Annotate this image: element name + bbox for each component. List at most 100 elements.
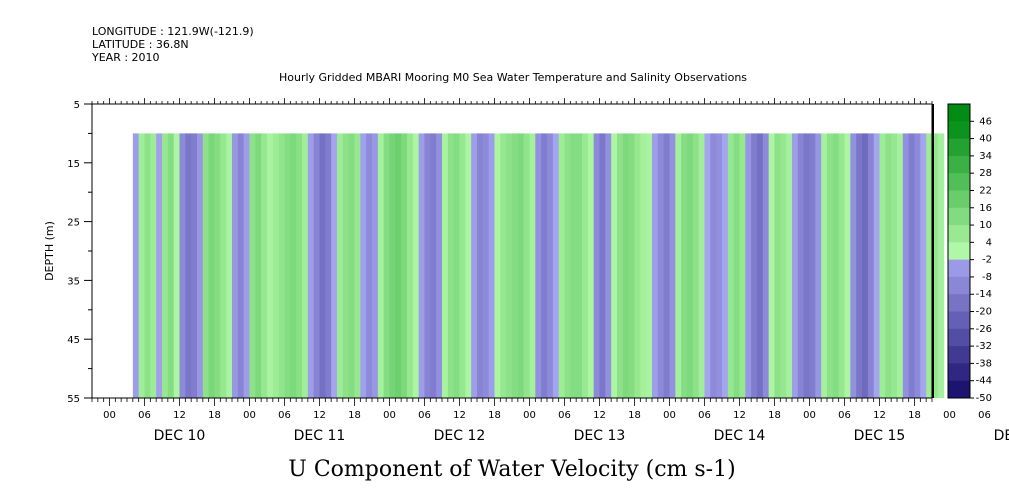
heatmap-cell <box>681 133 688 398</box>
y-tick-label: 35 <box>67 276 80 287</box>
heatmap-cell <box>675 133 682 398</box>
heatmap-cell <box>191 133 198 398</box>
heatmap-cell <box>885 133 892 398</box>
heatmap-cell <box>249 133 256 398</box>
colorbar-label: -32 <box>976 341 992 352</box>
colorbar-swatch <box>948 346 970 364</box>
heatmap-cell <box>920 133 927 398</box>
heatmap-cell <box>727 133 735 398</box>
x-tick-label: 12 <box>873 410 886 421</box>
heatmap-cell <box>570 133 577 398</box>
heatmap-cell <box>809 133 816 398</box>
heatmap-cells <box>132 133 945 398</box>
chart-title: Hourly Gridded MBARI Mooring M0 Sea Wate… <box>279 71 747 84</box>
x-tick-label: 12 <box>453 410 466 421</box>
colorbar-label: -2 <box>982 255 992 266</box>
heatmap-cell <box>360 133 367 398</box>
heatmap-cell <box>284 133 291 398</box>
heatmap-cell <box>669 133 676 398</box>
colorbar-swatch <box>948 380 970 399</box>
x-tick-label: 06 <box>558 410 571 421</box>
heatmap-cell <box>500 133 507 398</box>
heatmap-cell <box>482 133 490 398</box>
heatmap-cell <box>331 133 338 398</box>
heatmap-cell <box>377 133 385 398</box>
heatmap-cell <box>757 133 764 398</box>
x-day-label: DEC 15 <box>854 428 906 444</box>
heatmap-cell <box>523 133 531 398</box>
x-day-label: DEC 10 <box>154 428 206 444</box>
heatmap-cell <box>803 133 811 398</box>
heatmap-cell <box>745 133 752 398</box>
x-tick-label: 18 <box>768 410 781 421</box>
heatmap-cell <box>337 133 344 398</box>
heatmap-cell <box>879 133 886 398</box>
heatmap-cell <box>856 133 863 398</box>
heatmap-cell <box>704 133 711 398</box>
heatmap-cell <box>827 133 834 398</box>
heatmap-cell <box>576 133 583 398</box>
heatmap-cell <box>424 133 431 398</box>
x-tick-label: 18 <box>348 410 361 421</box>
colorbar: 46 40 34 28 22 16 10 4 -2 -8 -14 -20 -26 -32 -38 -44 -50 <box>947 103 992 404</box>
x-axis-label: U Component of Water Velocity (cm s-1) <box>288 457 735 482</box>
colorbar-label: -8 <box>982 272 992 283</box>
heatmap-cell <box>582 133 589 398</box>
colorbar-swatch <box>948 328 970 347</box>
heatmap-cell <box>692 133 700 398</box>
heatmap-cell <box>494 133 501 398</box>
heatmap-cell <box>716 133 723 398</box>
x-tick-label: 18 <box>628 410 641 421</box>
heatmap-cell <box>605 133 612 398</box>
x-tick-label: 06 <box>978 410 991 421</box>
x-tick-label: 12 <box>173 410 186 421</box>
heatmap-cell <box>646 133 653 398</box>
heatmap-cell <box>535 133 542 398</box>
colorbar-swatch <box>948 259 970 278</box>
heatmap-cell <box>383 133 391 398</box>
heatmap-cell <box>389 133 396 398</box>
heatmap-cell <box>156 133 163 398</box>
x-tick-label: 00 <box>803 410 816 421</box>
heatmap-cell <box>628 133 636 398</box>
heatmap-cell <box>698 133 706 398</box>
heatmap-cell <box>552 133 560 398</box>
heatmap-cell <box>844 133 851 398</box>
heatmap-cell <box>792 133 799 398</box>
x-tick-label: 18 <box>908 410 921 421</box>
colorbar-swatch <box>948 225 970 243</box>
x-axis: 00 06 12 18 00 06 12 18 00 06 12 18 00 06 12 18 00 06 12 18… <box>91 98 1009 444</box>
heatmap-cell <box>506 133 513 398</box>
heatmap-cell <box>348 133 356 398</box>
heatmap-cell <box>179 133 186 398</box>
heatmap-cell <box>366 133 373 398</box>
y-axis-label: DEPTH (m) <box>43 221 56 281</box>
heatmap-cell <box>144 133 151 398</box>
heatmap-cell <box>459 133 466 398</box>
heatmap-cell <box>862 133 869 398</box>
colorbar-label: -50 <box>976 393 992 404</box>
heatmap-cell <box>313 133 321 398</box>
heatmap-cell <box>932 133 939 398</box>
heatmap-cell <box>167 133 175 398</box>
heatmap-cell <box>873 133 881 398</box>
colorbar-label: 4 <box>986 237 992 248</box>
colorbar-swatch <box>948 294 970 313</box>
latitude-label: LATITUDE : 36.8N <box>92 38 189 51</box>
heatmap-cell <box>652 133 659 398</box>
colorbar-label: -20 <box>976 307 992 318</box>
heatmap-cell <box>237 133 245 398</box>
heatmap-cell <box>395 133 402 398</box>
x-tick-label: 12 <box>313 410 326 421</box>
colorbar-swatch <box>948 276 970 295</box>
heatmap-cell <box>517 133 525 398</box>
heatmap-cell <box>226 133 233 398</box>
heatmap-cell <box>587 133 595 398</box>
x-tick-label: 00 <box>383 410 396 421</box>
heatmap-cell <box>529 133 536 398</box>
heatmap-cell <box>897 133 904 398</box>
heatmap-cell <box>202 133 210 398</box>
heatmap-cell <box>850 133 857 398</box>
colorbar-label: 10 <box>979 220 992 231</box>
